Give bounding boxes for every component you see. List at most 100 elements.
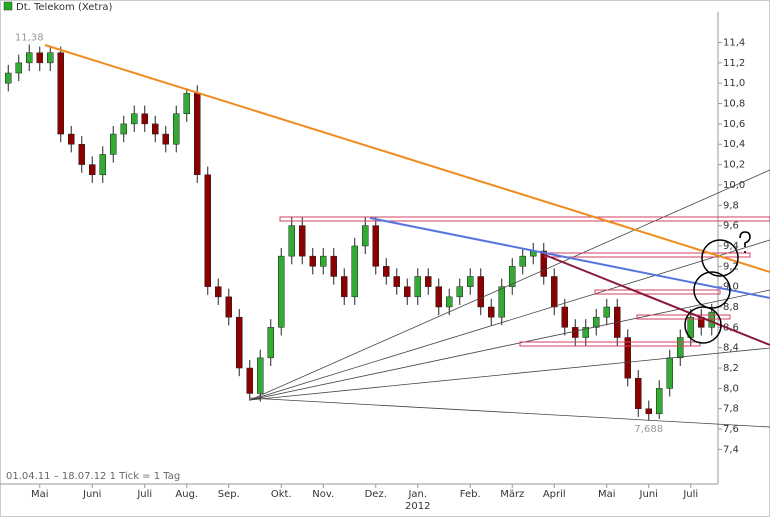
candle-body [288,225,295,257]
marker-circle [701,239,739,277]
candle-body [110,133,117,155]
candle-body [89,164,96,176]
x-tick-label: Feb. [460,489,481,500]
x-tick-label: Okt. [271,489,292,500]
y-tick-label: 8,8 [723,302,739,313]
fan-line [249,239,770,401]
candle-body [519,255,526,267]
candle-body [551,276,558,308]
value-annotation: 11,38 [15,33,44,44]
candle-body [677,337,684,359]
candle-body [414,276,421,298]
y-tick-label: 9,0 [723,282,739,293]
candle-body [509,266,516,287]
candle-body [708,311,715,328]
candle-body [141,113,148,125]
candle-body [225,296,232,318]
candle-body [320,255,327,267]
y-tick-label: 8,0 [723,383,739,394]
candle-body [236,316,243,369]
candle-body [488,306,495,318]
y-tick-label: 10,4 [723,139,745,150]
y-tick-label: 9,2 [723,261,739,272]
candle-body [456,286,463,298]
candle-body [446,296,453,308]
candle-body [498,286,505,318]
y-tick-label: 7,6 [723,424,739,435]
x-tick-label: April [543,489,566,500]
candle-body [26,52,33,64]
candle-body [477,276,484,308]
candle-body [341,276,348,298]
x-tick-label: Juni [639,489,658,500]
candle-body [47,52,54,64]
candle-body [131,113,138,125]
x-tick-label: Sep. [218,489,240,500]
year-label: 2012 [405,501,430,512]
candle-body [78,143,85,165]
fan-line [249,397,770,428]
y-tick-label: 10,2 [723,160,745,171]
trend-line [44,44,770,273]
candle-body [246,367,253,394]
y-tick-label: 11,0 [723,78,745,89]
candle-body [404,286,411,298]
candle-body [383,266,390,277]
legend-label: Dt. Telekom (Xetra) [16,2,113,13]
resistance-band [636,314,731,320]
candle-body [656,388,663,415]
x-tick-label: Juli [136,489,152,500]
candle-body [635,377,642,409]
candle-body [99,154,106,176]
marker-circle [684,306,722,344]
y-tick-label: 10,8 [723,99,745,110]
x-tick-label: Aug. [175,489,198,500]
candle-body [467,276,474,287]
x-tick-label: Dez. [365,489,387,500]
candle-body [309,255,316,267]
candle-body [5,72,12,84]
y-tick-label: 9,8 [723,200,739,211]
resistance-band [594,289,721,295]
x-tick-label: Nov. [312,489,334,500]
candle-body [330,255,337,277]
candle-body [603,306,610,318]
x-tick-label: Juli [682,489,698,500]
fan-line [249,347,770,401]
candle-body [183,93,190,114]
support-band [519,341,701,347]
x-tick-label: März [500,489,524,500]
candle-body [687,316,694,338]
candle-body [582,327,589,338]
candle-body [36,52,43,64]
candle-body [372,225,379,267]
candle-body [624,337,631,379]
candle-body [299,225,306,257]
x-tick-label: Mai [598,489,616,500]
y-tick-label: 9,6 [723,221,739,232]
candle-body [267,327,274,359]
candle-body [162,133,169,145]
candle-body [215,286,222,298]
trend-line [544,254,770,346]
candle-body [351,245,358,298]
candle-body [593,316,600,328]
value-annotation: 7,688 [634,424,663,435]
marker-circle [693,271,731,309]
candle-body [204,174,211,287]
resistance-band [279,216,770,222]
fan-line [249,289,770,401]
y-tick-label: 7,4 [723,444,739,455]
candle-body [15,62,22,74]
candle-body [68,133,75,145]
y-tick-label: 7,8 [723,404,739,415]
y-tick-label: 11,2 [723,58,745,69]
y-tick-label: 8,4 [723,343,739,354]
candle-body [435,286,442,308]
candle-body [645,408,652,415]
candle-body [194,93,201,176]
y-tick-label: 9,4 [723,241,739,252]
x-tick-label: Mai [31,489,49,500]
y-tick-label: 8,2 [723,363,739,374]
